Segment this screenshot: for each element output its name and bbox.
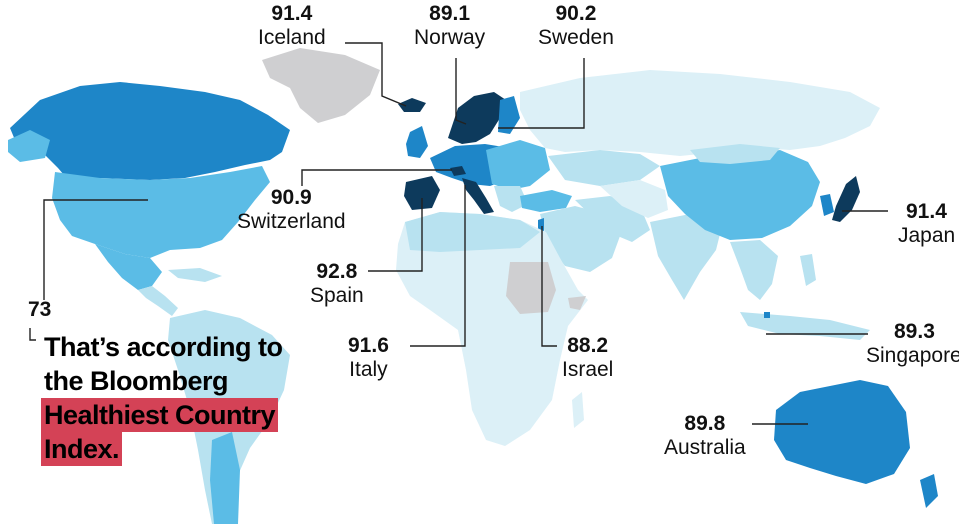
israel-name: Israel bbox=[562, 358, 614, 382]
singapore-name: Singapore bbox=[866, 344, 959, 368]
kazakhstan-shape bbox=[548, 150, 660, 186]
china-shape bbox=[660, 150, 820, 240]
russia-shape bbox=[520, 70, 880, 156]
sweden-label: 90.2 Sweden bbox=[538, 2, 614, 50]
alaska-shape bbox=[8, 130, 50, 162]
australia-label: 89.8 Australia bbox=[664, 412, 746, 460]
new-zealand-shape bbox=[920, 474, 938, 508]
caption: That’s according to the Bloomberg Health… bbox=[41, 330, 283, 466]
india-shape bbox=[650, 214, 722, 300]
eastern-europe-shape bbox=[486, 140, 550, 190]
japan-label: 91.4 Japan bbox=[894, 200, 959, 248]
spain-label: 92.8 Spain bbox=[310, 260, 364, 308]
somalia-shape bbox=[568, 296, 586, 310]
central-asia-shape bbox=[600, 180, 668, 218]
iceland-label: 91.4 Iceland bbox=[258, 2, 326, 50]
spain-shape bbox=[404, 176, 440, 210]
israel-label: 88.2 Israel bbox=[562, 334, 613, 382]
norway-name: Norway bbox=[414, 26, 486, 50]
scandinavia-shape bbox=[448, 92, 506, 144]
italy-shape bbox=[462, 178, 494, 214]
norway-label: 89.1 Norway bbox=[414, 2, 485, 50]
indonesia-shape bbox=[740, 312, 870, 340]
caribbean-shape bbox=[168, 268, 222, 282]
usa-score: 73 bbox=[28, 298, 52, 321]
japan-shape bbox=[832, 176, 860, 222]
north-africa-shape bbox=[405, 212, 540, 252]
australia-shape bbox=[774, 380, 910, 484]
switzerland-label: 90.9 Switzerland bbox=[237, 186, 346, 234]
switzerland-shape bbox=[450, 166, 466, 176]
italy-name: Italy bbox=[349, 358, 388, 382]
philippines-shape bbox=[800, 254, 816, 286]
japan-name: Japan bbox=[898, 224, 956, 248]
singapore-shape bbox=[764, 312, 770, 318]
balkans-shape bbox=[494, 186, 528, 212]
israel-score: 88.2 bbox=[567, 334, 609, 357]
iceland-shape bbox=[398, 98, 426, 112]
usa-shape bbox=[52, 166, 270, 258]
usa-label: 73 bbox=[28, 298, 51, 322]
switzerland-name: Switzerland bbox=[237, 210, 346, 234]
australia-name: Australia bbox=[664, 436, 746, 460]
spain-score: 92.8 bbox=[316, 260, 358, 283]
singapore-score: 89.3 bbox=[894, 320, 935, 343]
japan-score: 91.4 bbox=[906, 200, 947, 223]
korea-shape bbox=[820, 194, 834, 216]
italy-score: 91.6 bbox=[348, 334, 389, 357]
caption-line-1: That’s according to bbox=[44, 332, 283, 362]
chile-shape bbox=[210, 432, 240, 524]
singapore-label: 89.3 Singapore bbox=[866, 320, 959, 368]
sweden-name: Sweden bbox=[538, 26, 614, 50]
mexico-shape bbox=[95, 244, 162, 290]
mongolia-shape bbox=[690, 144, 780, 164]
iceland-score: 91.4 bbox=[271, 2, 313, 25]
uk-shape bbox=[406, 126, 428, 158]
sudan-shape bbox=[506, 262, 556, 314]
caption-line-2: the Bloomberg bbox=[44, 366, 229, 396]
greenland-shape bbox=[262, 48, 380, 123]
turkey-shape bbox=[520, 190, 572, 212]
iceland-name: Iceland bbox=[258, 26, 326, 50]
spain-name: Spain bbox=[310, 284, 364, 308]
caption-highlight-2: Index. bbox=[41, 432, 123, 466]
australia-score: 89.8 bbox=[684, 412, 726, 435]
norway-score: 89.1 bbox=[429, 2, 471, 25]
madagascar-shape bbox=[572, 392, 584, 428]
italy-label: 91.6 Italy bbox=[348, 334, 389, 382]
finland-shape bbox=[498, 96, 520, 134]
central-america-shape bbox=[138, 286, 178, 316]
canada-shape bbox=[10, 82, 290, 182]
southeast-asia-shape bbox=[730, 240, 778, 300]
sweden-score: 90.2 bbox=[555, 2, 597, 25]
caption-highlight-1: Healthiest Country bbox=[41, 398, 279, 432]
switzerland-score: 90.9 bbox=[270, 186, 312, 209]
